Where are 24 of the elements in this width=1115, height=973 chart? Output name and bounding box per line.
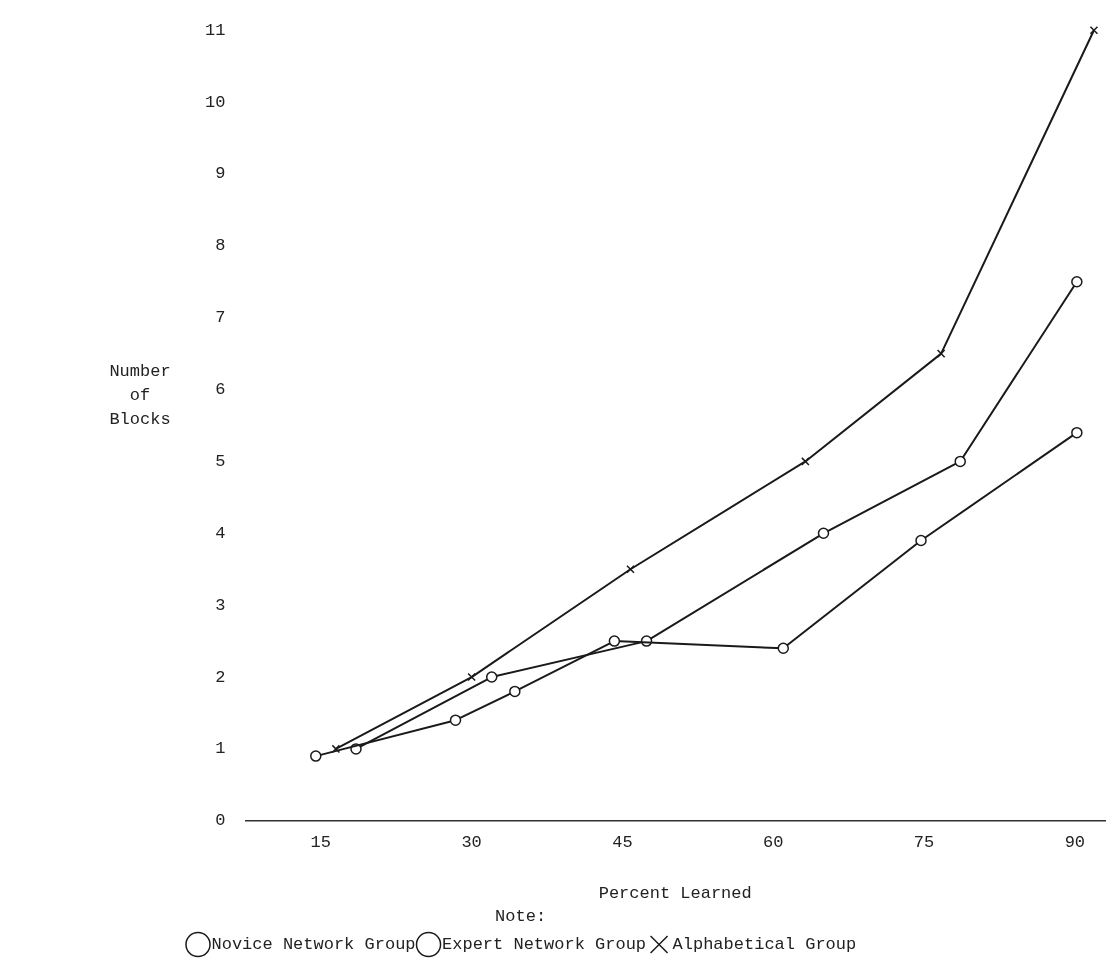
y-tick-label: 6 <box>215 380 226 400</box>
x-tick-label: 90 <box>1064 832 1086 852</box>
y-axis-title: Number of Blocks <box>108 361 172 431</box>
y-tick-label: 7 <box>215 308 226 328</box>
legend-label: Expert Network Group <box>442 935 647 954</box>
x-tick-label: 45 <box>612 832 633 852</box>
y-tick-label: 8 <box>215 236 226 256</box>
legend-label: Novice Network Group <box>211 935 416 954</box>
y-tick-label: 11 <box>205 20 226 40</box>
y-tick-label: 9 <box>215 164 226 184</box>
legend-title: Note: <box>495 906 547 926</box>
x-axis-title: Percent Learned <box>598 883 752 903</box>
y-tick-label: 3 <box>215 595 226 615</box>
legend-label: Alphabetical Group <box>672 935 857 954</box>
y-tick-label: 0 <box>215 811 226 831</box>
y-tick-label: 1 <box>215 739 226 759</box>
x-tick-label: 60 <box>763 832 784 852</box>
x-tick-label: 15 <box>310 832 332 852</box>
x-tick-label: 30 <box>461 832 482 852</box>
y-tick-label: 2 <box>215 667 226 687</box>
x-tick-label: 75 <box>913 832 935 852</box>
y-tick-label: 5 <box>215 451 226 471</box>
y-tick-label: 4 <box>215 523 226 543</box>
y-tick-label: 10 <box>205 92 226 112</box>
